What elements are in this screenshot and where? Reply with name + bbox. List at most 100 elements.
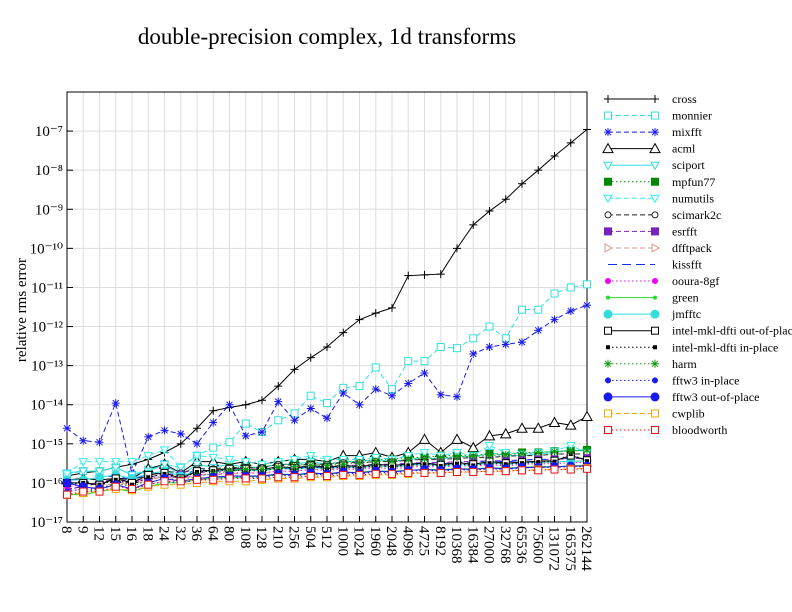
data-point	[274, 397, 283, 406]
data-point	[160, 477, 169, 486]
legend-marker	[605, 377, 611, 384]
legend-label: intel-mkl-dfti in-place	[672, 340, 778, 354]
x-tick-label: 256	[286, 526, 302, 549]
data-point	[159, 460, 170, 470]
legend-marker	[604, 326, 612, 335]
data-point	[78, 458, 89, 467]
data-point	[274, 382, 283, 391]
data-point	[485, 207, 494, 216]
data-point	[274, 416, 283, 425]
legend-marker	[652, 278, 658, 285]
data-point	[388, 469, 396, 478]
legend-marker	[602, 142, 614, 154]
data-point	[95, 472, 104, 482]
data-point	[404, 357, 413, 366]
data-point	[95, 438, 104, 447]
data-point	[566, 138, 575, 147]
data-point	[418, 433, 431, 444]
legend-marker	[651, 128, 659, 137]
series-line	[66, 462, 587, 488]
data-point	[469, 452, 478, 461]
legend-label: ooura-8gf	[672, 274, 719, 288]
data-point	[355, 470, 364, 479]
legend-marker	[651, 177, 659, 186]
data-point	[419, 448, 430, 458]
data-point	[436, 390, 445, 399]
data-point	[583, 280, 591, 289]
legend-marker	[651, 326, 659, 335]
data-point	[501, 450, 510, 459]
x-tick-label: 131072	[546, 526, 562, 571]
data-point	[388, 457, 396, 466]
data-point	[290, 416, 299, 425]
data-point	[371, 469, 380, 478]
y-tick-label: 10⁻¹³	[31, 359, 63, 375]
legend-label: mixfft	[672, 125, 702, 139]
legend-marker	[652, 377, 658, 384]
x-tick-label: 65536	[513, 526, 529, 564]
data-point	[483, 429, 496, 441]
series	[63, 301, 591, 478]
legend-marker	[603, 161, 613, 171]
legend-entry: numutils	[603, 191, 714, 205]
data-point	[404, 271, 413, 280]
data-point	[176, 429, 185, 438]
legend-marker	[651, 111, 659, 120]
data-point	[339, 328, 348, 337]
data-point	[550, 447, 559, 456]
legend-marker	[603, 392, 613, 402]
data-point	[518, 305, 526, 314]
data-point	[357, 466, 362, 471]
x-tick-label: 108	[237, 526, 253, 549]
data-point	[323, 399, 331, 408]
data-point	[388, 385, 396, 394]
data-point	[404, 468, 413, 477]
data-point	[258, 474, 266, 483]
legend-marker	[650, 392, 660, 402]
legend-label: fftw3 in-place	[672, 373, 739, 387]
data-point	[258, 465, 266, 474]
x-tick-label: 24	[156, 526, 172, 542]
y-tick-label: 10⁻⁸	[35, 163, 63, 179]
legend-marker	[651, 227, 659, 236]
data-point	[290, 365, 299, 374]
data-point	[355, 459, 364, 468]
data-point	[518, 179, 526, 188]
data-point	[548, 416, 561, 428]
data-point	[192, 452, 202, 461]
data-point	[371, 385, 380, 394]
data-point	[534, 305, 543, 314]
legend-marker	[651, 409, 659, 418]
legend-entry: scimark2c	[604, 208, 721, 222]
series-line	[66, 453, 588, 486]
x-tick-label: 15	[107, 526, 123, 541]
legend-label: scimark2c	[672, 208, 721, 222]
series	[63, 125, 591, 481]
legend-label: bloodworth	[672, 423, 727, 437]
data-point	[355, 382, 364, 391]
data-point	[143, 452, 154, 461]
x-tick-label: 32	[172, 526, 188, 541]
legend-label: cross	[672, 92, 697, 106]
x-tick-label: 27000	[481, 526, 497, 564]
data-point	[501, 195, 510, 204]
data-point	[162, 471, 167, 476]
legend-entry: green	[606, 291, 699, 305]
data-point	[585, 459, 589, 464]
data-point	[371, 363, 380, 372]
legend-marker	[606, 295, 610, 300]
x-tick-label: 16	[123, 526, 139, 542]
data-point	[274, 463, 283, 472]
data-point	[339, 470, 348, 479]
legend-label: kissfft	[672, 258, 702, 272]
legend-entry: jmfftc	[603, 307, 701, 321]
series-line	[66, 445, 588, 475]
x-tick-label: 12	[91, 526, 107, 541]
legend-marker	[650, 309, 660, 319]
legend-label: jmfftc	[671, 307, 701, 321]
data-point	[323, 414, 331, 423]
y-tick-label: 10⁻¹⁵	[30, 437, 63, 453]
legend-marker	[606, 345, 610, 350]
y-tick-label: 10⁻⁹	[35, 202, 63, 218]
data-point	[306, 353, 315, 362]
